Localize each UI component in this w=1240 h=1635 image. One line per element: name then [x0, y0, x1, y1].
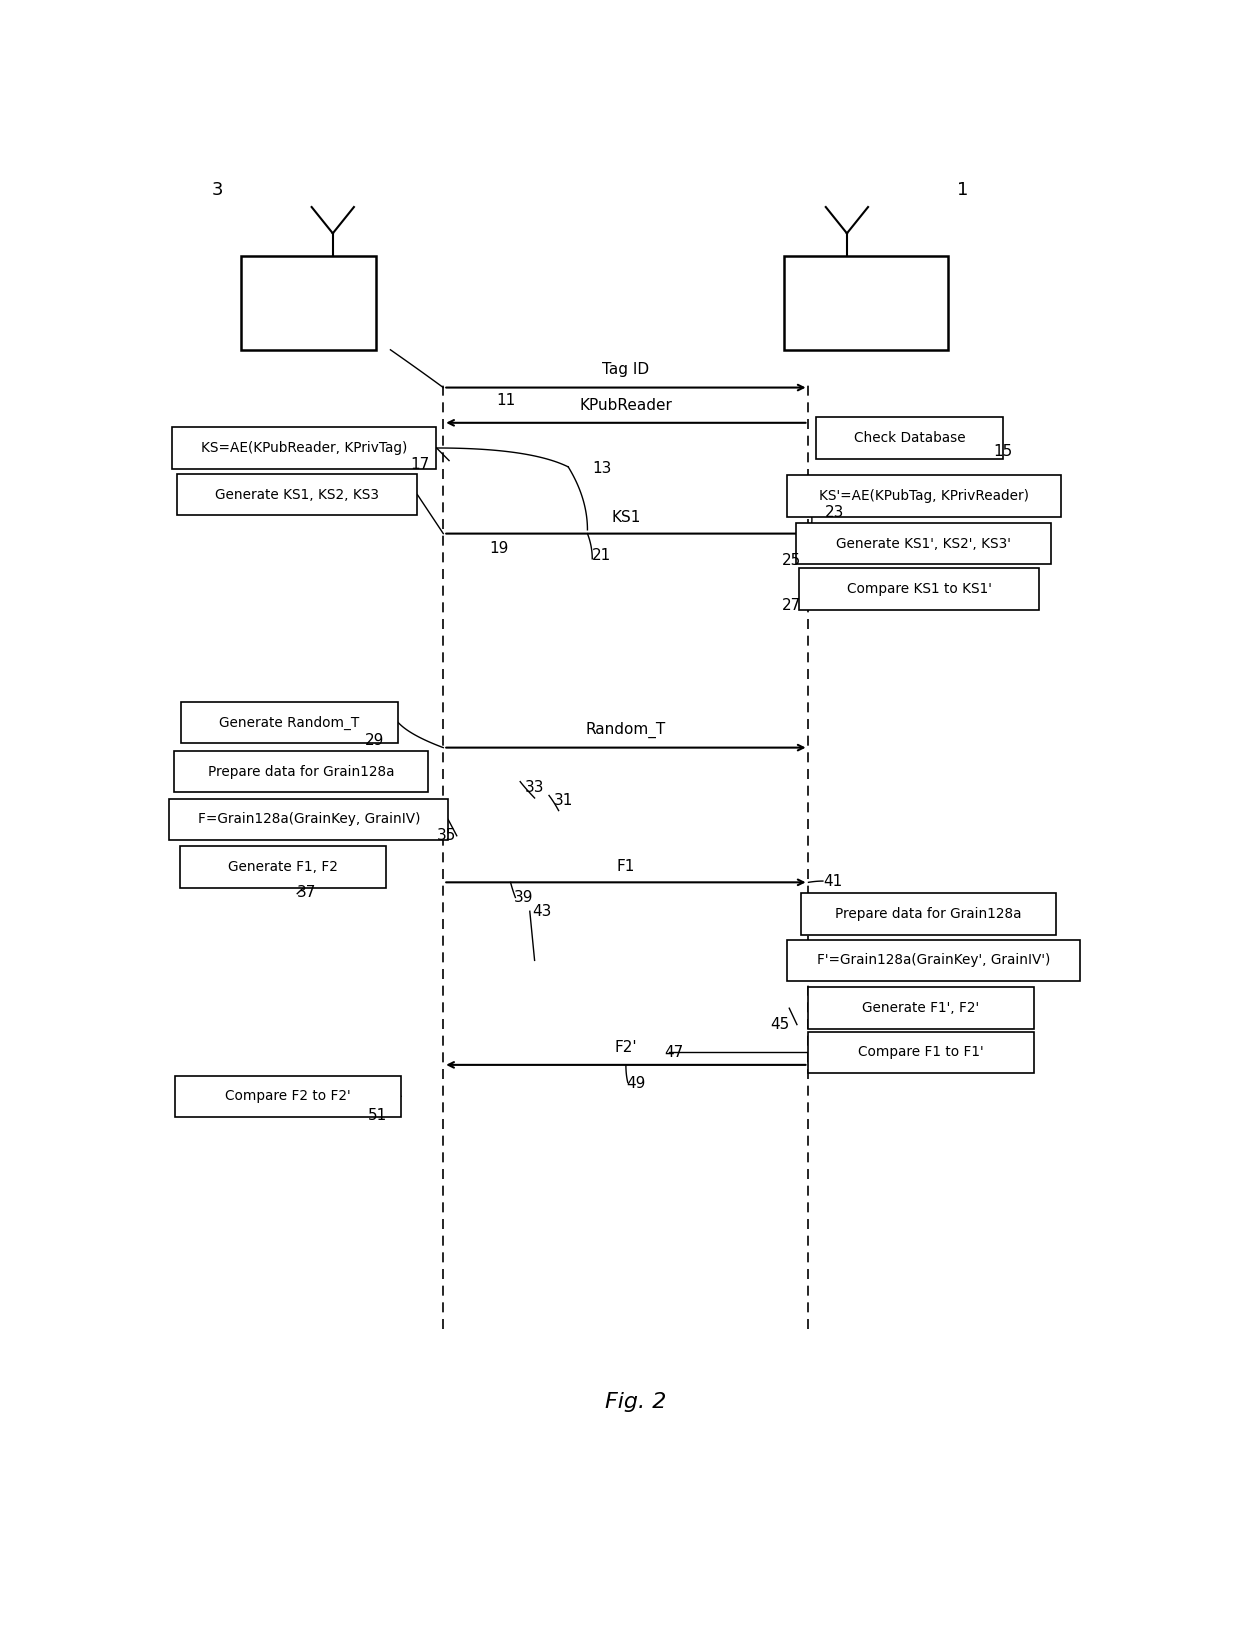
Text: 49: 49 [626, 1076, 645, 1091]
Text: Prepare data for Grain128a: Prepare data for Grain128a [208, 765, 394, 778]
Bar [172, 427, 436, 469]
Text: 17: 17 [410, 456, 430, 473]
Text: Generate Random_T: Generate Random_T [219, 716, 360, 729]
Text: 47: 47 [665, 1045, 683, 1059]
Text: Prepare data for Grain128a: Prepare data for Grain128a [836, 907, 1022, 921]
Text: 19: 19 [490, 541, 508, 556]
Bar [181, 701, 398, 744]
Text: KS=AE(KPubReader, KPrivTag): KS=AE(KPubReader, KPrivTag) [201, 441, 407, 455]
Bar [816, 417, 1003, 459]
Text: F=Grain128a(GrainKey, GrainIV): F=Grain128a(GrainKey, GrainIV) [197, 813, 420, 826]
Text: 13: 13 [593, 461, 611, 476]
Text: 25: 25 [781, 553, 801, 567]
Text: F'=Grain128a(GrainKey', GrainIV'): F'=Grain128a(GrainKey', GrainIV') [817, 953, 1050, 968]
Text: Compare KS1 to KS1': Compare KS1 to KS1' [847, 582, 992, 597]
Bar [242, 257, 376, 350]
Text: 45: 45 [770, 1017, 789, 1032]
Bar [796, 523, 1052, 564]
Text: Compare F1 to F1': Compare F1 to F1' [858, 1045, 983, 1059]
Text: 27: 27 [781, 598, 801, 613]
Text: Generate F1, F2: Generate F1, F2 [228, 860, 337, 875]
Text: 43: 43 [533, 904, 552, 919]
Text: F2': F2' [615, 1040, 637, 1055]
Text: F1: F1 [616, 858, 635, 873]
Text: 23: 23 [825, 505, 844, 520]
Text: 3: 3 [212, 181, 223, 199]
Bar [808, 988, 1034, 1028]
Bar [808, 1032, 1034, 1073]
Bar [175, 1076, 401, 1117]
Text: 31: 31 [554, 793, 573, 808]
Text: Generate F1', F2': Generate F1', F2' [862, 1001, 980, 1015]
Text: Fig. 2: Fig. 2 [605, 1393, 666, 1413]
Text: Generate KS1, KS2, KS3: Generate KS1, KS2, KS3 [216, 487, 379, 502]
Text: 21: 21 [593, 548, 611, 562]
Text: 11: 11 [496, 392, 516, 407]
Bar [177, 474, 418, 515]
Bar [787, 940, 1080, 981]
Text: Compare F2 to F2': Compare F2 to F2' [224, 1089, 351, 1104]
Bar [180, 847, 386, 888]
Bar [170, 798, 448, 840]
Bar [799, 569, 1039, 610]
Text: 29: 29 [365, 732, 384, 747]
Text: Check Database: Check Database [853, 432, 965, 445]
Text: KS1: KS1 [611, 510, 641, 525]
Text: 41: 41 [823, 873, 842, 888]
Bar [174, 750, 428, 793]
Text: Random_T: Random_T [585, 721, 666, 737]
Bar [787, 476, 1060, 517]
Text: KS'=AE(KPubTag, KPrivReader): KS'=AE(KPubTag, KPrivReader) [818, 489, 1029, 504]
Text: 37: 37 [298, 885, 316, 899]
Text: 15: 15 [993, 445, 1012, 459]
Bar [785, 257, 947, 350]
Text: Tag ID: Tag ID [603, 363, 650, 378]
Text: Generate KS1', KS2', KS3': Generate KS1', KS2', KS3' [836, 536, 1012, 551]
Text: 1: 1 [957, 181, 968, 199]
Text: 35: 35 [436, 829, 456, 844]
Text: 33: 33 [525, 780, 544, 795]
Text: KPubReader: KPubReader [579, 397, 672, 412]
Bar [801, 893, 1056, 935]
Text: 39: 39 [513, 889, 533, 904]
Text: 51: 51 [368, 1109, 388, 1123]
